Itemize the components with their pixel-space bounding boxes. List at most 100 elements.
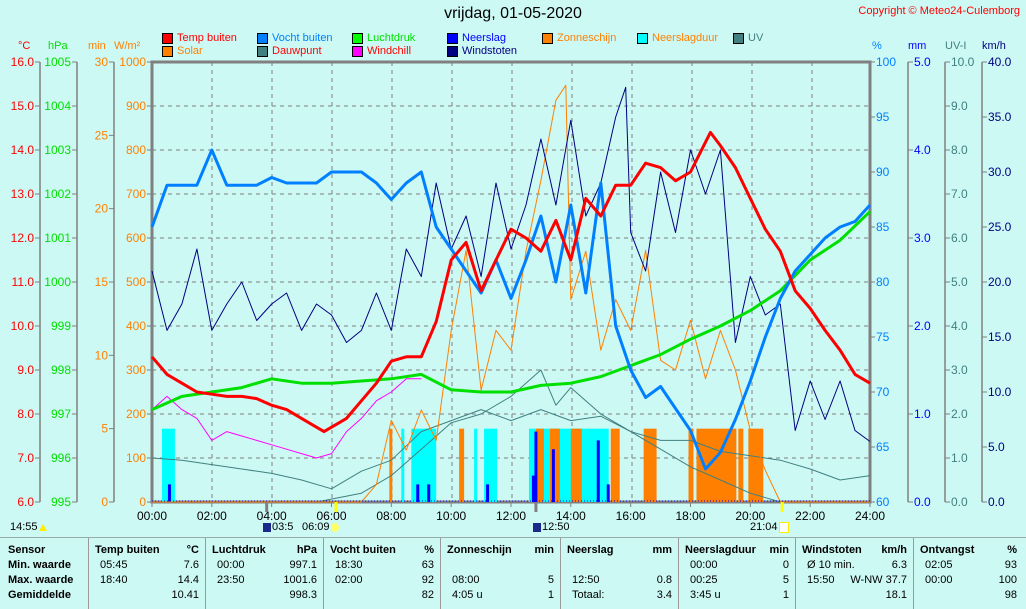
axis-tick-label-rain: 5.0 — [914, 55, 931, 69]
axis-tick-label-hum: 100 — [876, 55, 896, 69]
chart-title: vrijdag, 01-05-2020 — [444, 5, 582, 22]
legend-item-solar: Solar — [162, 45, 203, 57]
table-unit-neerslagduur: min — [769, 544, 789, 556]
x-tick-label: 22:00 — [795, 509, 825, 523]
moonrise-icon — [38, 523, 47, 531]
axis-tick-label-temp: 13.0 — [11, 187, 35, 201]
column-divider — [88, 538, 89, 609]
bar-zonneschijn — [389, 428, 393, 502]
axis-tick-label-uv: 9.0 — [951, 99, 968, 113]
legend-item-temp-buiten: Temp buiten — [162, 32, 237, 44]
bar-zonneschijn — [610, 428, 620, 502]
axis-tick-label-hum: 65 — [876, 440, 890, 454]
legend-label: Neerslag — [462, 32, 507, 44]
legend-label: Dauwpunt — [272, 45, 322, 57]
column-divider — [560, 538, 561, 609]
table-cell-value: 5 — [547, 574, 554, 586]
legend-item-uv: UV — [733, 32, 763, 44]
legend-item-zonneschijn: Zonneschijn — [542, 32, 616, 44]
bar-neerslag — [596, 440, 600, 502]
axis-tick-label-min: 30 — [95, 55, 109, 69]
bar-neerslag — [606, 484, 610, 502]
axis-tick-label-uv: 2.0 — [951, 407, 968, 421]
axis-tick-label-temp: 7.0 — [17, 451, 34, 465]
series-line-vocht-buiten — [150, 148, 872, 471]
x-tick-label: 12:00 — [496, 509, 526, 523]
bar-neerslagduur — [161, 428, 175, 502]
moon-phase-time-1: 03:5 — [272, 521, 294, 533]
table-cell-value: 82 — [421, 589, 434, 601]
legend-label: Solar — [177, 45, 203, 57]
axis-tick-label-min: 15 — [95, 275, 109, 289]
table-cell-time: 18:30 — [335, 559, 363, 571]
row-label-max: Max. waarde — [8, 574, 74, 586]
column-divider — [323, 538, 324, 609]
bar-neerslag — [167, 484, 171, 502]
axis-tick-label-solar: 400 — [126, 319, 146, 333]
table-cell-time: 23:50 — [217, 574, 245, 586]
legend-item-vocht-buiten: Vocht buiten — [257, 32, 333, 44]
bar-zonneschijn — [748, 428, 764, 502]
table-cell-time: 12:50 — [572, 574, 600, 586]
axis-tick-label-temp: 11.0 — [12, 275, 35, 289]
axis-tick-label-temp: 6.0 — [17, 495, 34, 509]
axis-tick-label-wind: 0.0 — [988, 495, 1005, 509]
legend-swatch-icon — [162, 45, 173, 57]
bar-zonneschijn — [643, 428, 657, 502]
table-cell-value: 1 — [547, 589, 554, 601]
row-label-average: Gemiddelde — [8, 589, 71, 601]
legend-swatch-icon — [257, 32, 268, 44]
axis-tick-label-min: 5 — [101, 422, 108, 436]
bar-zonneschijn — [738, 428, 744, 502]
sunrise-icon — [330, 522, 339, 532]
series-line-temp-buiten — [150, 130, 871, 434]
axis-tick-label-rain: 4.0 — [914, 143, 931, 157]
legend-item-neerslagduur: Neerslagduur — [637, 32, 718, 44]
axis-tick-label-rain: 3.0 — [914, 231, 931, 245]
table-header-ontvangst: Ontvangst — [920, 544, 975, 556]
moon-phase-time-2: 12:50 — [542, 521, 570, 533]
bar-neerslag — [427, 484, 431, 502]
legend-item-dauwpunt: Dauwpunt — [257, 45, 322, 57]
x-tick-label: 24:00 — [855, 509, 885, 523]
table-cell-time: 18:40 — [100, 574, 128, 586]
axis-unit-solar: W/m² — [114, 40, 141, 52]
column-divider — [795, 538, 796, 609]
axis-tick-label-wind: 20.0 — [988, 275, 1012, 289]
table-unit-temp-buiten: °C — [186, 544, 199, 556]
axis-tick-label-min: 0 — [101, 495, 108, 509]
axis-tick-label-uv: 5.0 — [951, 275, 968, 289]
legend-item-windchill: Windchill — [352, 45, 411, 57]
axis-tick-label-solar: 500 — [126, 275, 146, 289]
axis-tick-label-press: 1004 — [44, 99, 71, 113]
series-line-dauwpunt — [151, 409, 871, 490]
axis-tick-label-wind: 5.0 — [988, 440, 1005, 454]
table-cell-time: Ø 10 min. — [807, 559, 855, 571]
table-cell-value: 18.1 — [885, 589, 907, 601]
axis-tick-label-hum: 95 — [876, 110, 890, 124]
axis-tick-label-min: 25 — [95, 128, 109, 142]
legend-label: UV — [748, 32, 764, 44]
axis-tick-label-hum: 85 — [876, 220, 890, 234]
axis-unit-press: hPa — [48, 40, 68, 52]
axis-tick-label-min: 20 — [95, 202, 109, 216]
legend-item-windstoten: Windstoten — [447, 45, 517, 57]
axis-tick-label-solar: 200 — [126, 407, 146, 421]
moon-phase-icon — [263, 522, 271, 532]
axis-tick-label-uv: 3.0 — [951, 363, 968, 377]
axis-tick-label-press: 1005 — [44, 55, 71, 69]
axis-tick-label-rain: 0.0 — [914, 495, 931, 509]
astro-markers-row: 14:55 03:5 06:09 12:50 21:04 — [0, 518, 1026, 536]
series-line-windstoten — [151, 86, 871, 442]
legend-swatch-icon — [447, 32, 458, 44]
table-header-neerslagduur: Neerslagduur — [685, 544, 756, 556]
axis-tick-label-temp: 9.0 — [17, 363, 34, 377]
axis-tick-label-press: 1000 — [44, 275, 71, 289]
moon-phase-icon — [533, 522, 541, 532]
axis-tick-label-press: 995 — [51, 495, 71, 509]
table-cell-time: 3:45 u — [690, 589, 721, 601]
axis-tick-label-uv: 4.0 — [951, 319, 968, 333]
statistics-table: Sensor Min. waarde Max. waarde Gemiddeld… — [0, 537, 1026, 609]
row-label-sensor: Sensor — [8, 544, 46, 556]
